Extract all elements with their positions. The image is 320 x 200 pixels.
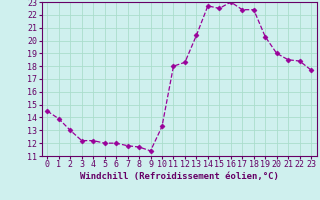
X-axis label: Windchill (Refroidissement éolien,°C): Windchill (Refroidissement éolien,°C) [80,172,279,181]
